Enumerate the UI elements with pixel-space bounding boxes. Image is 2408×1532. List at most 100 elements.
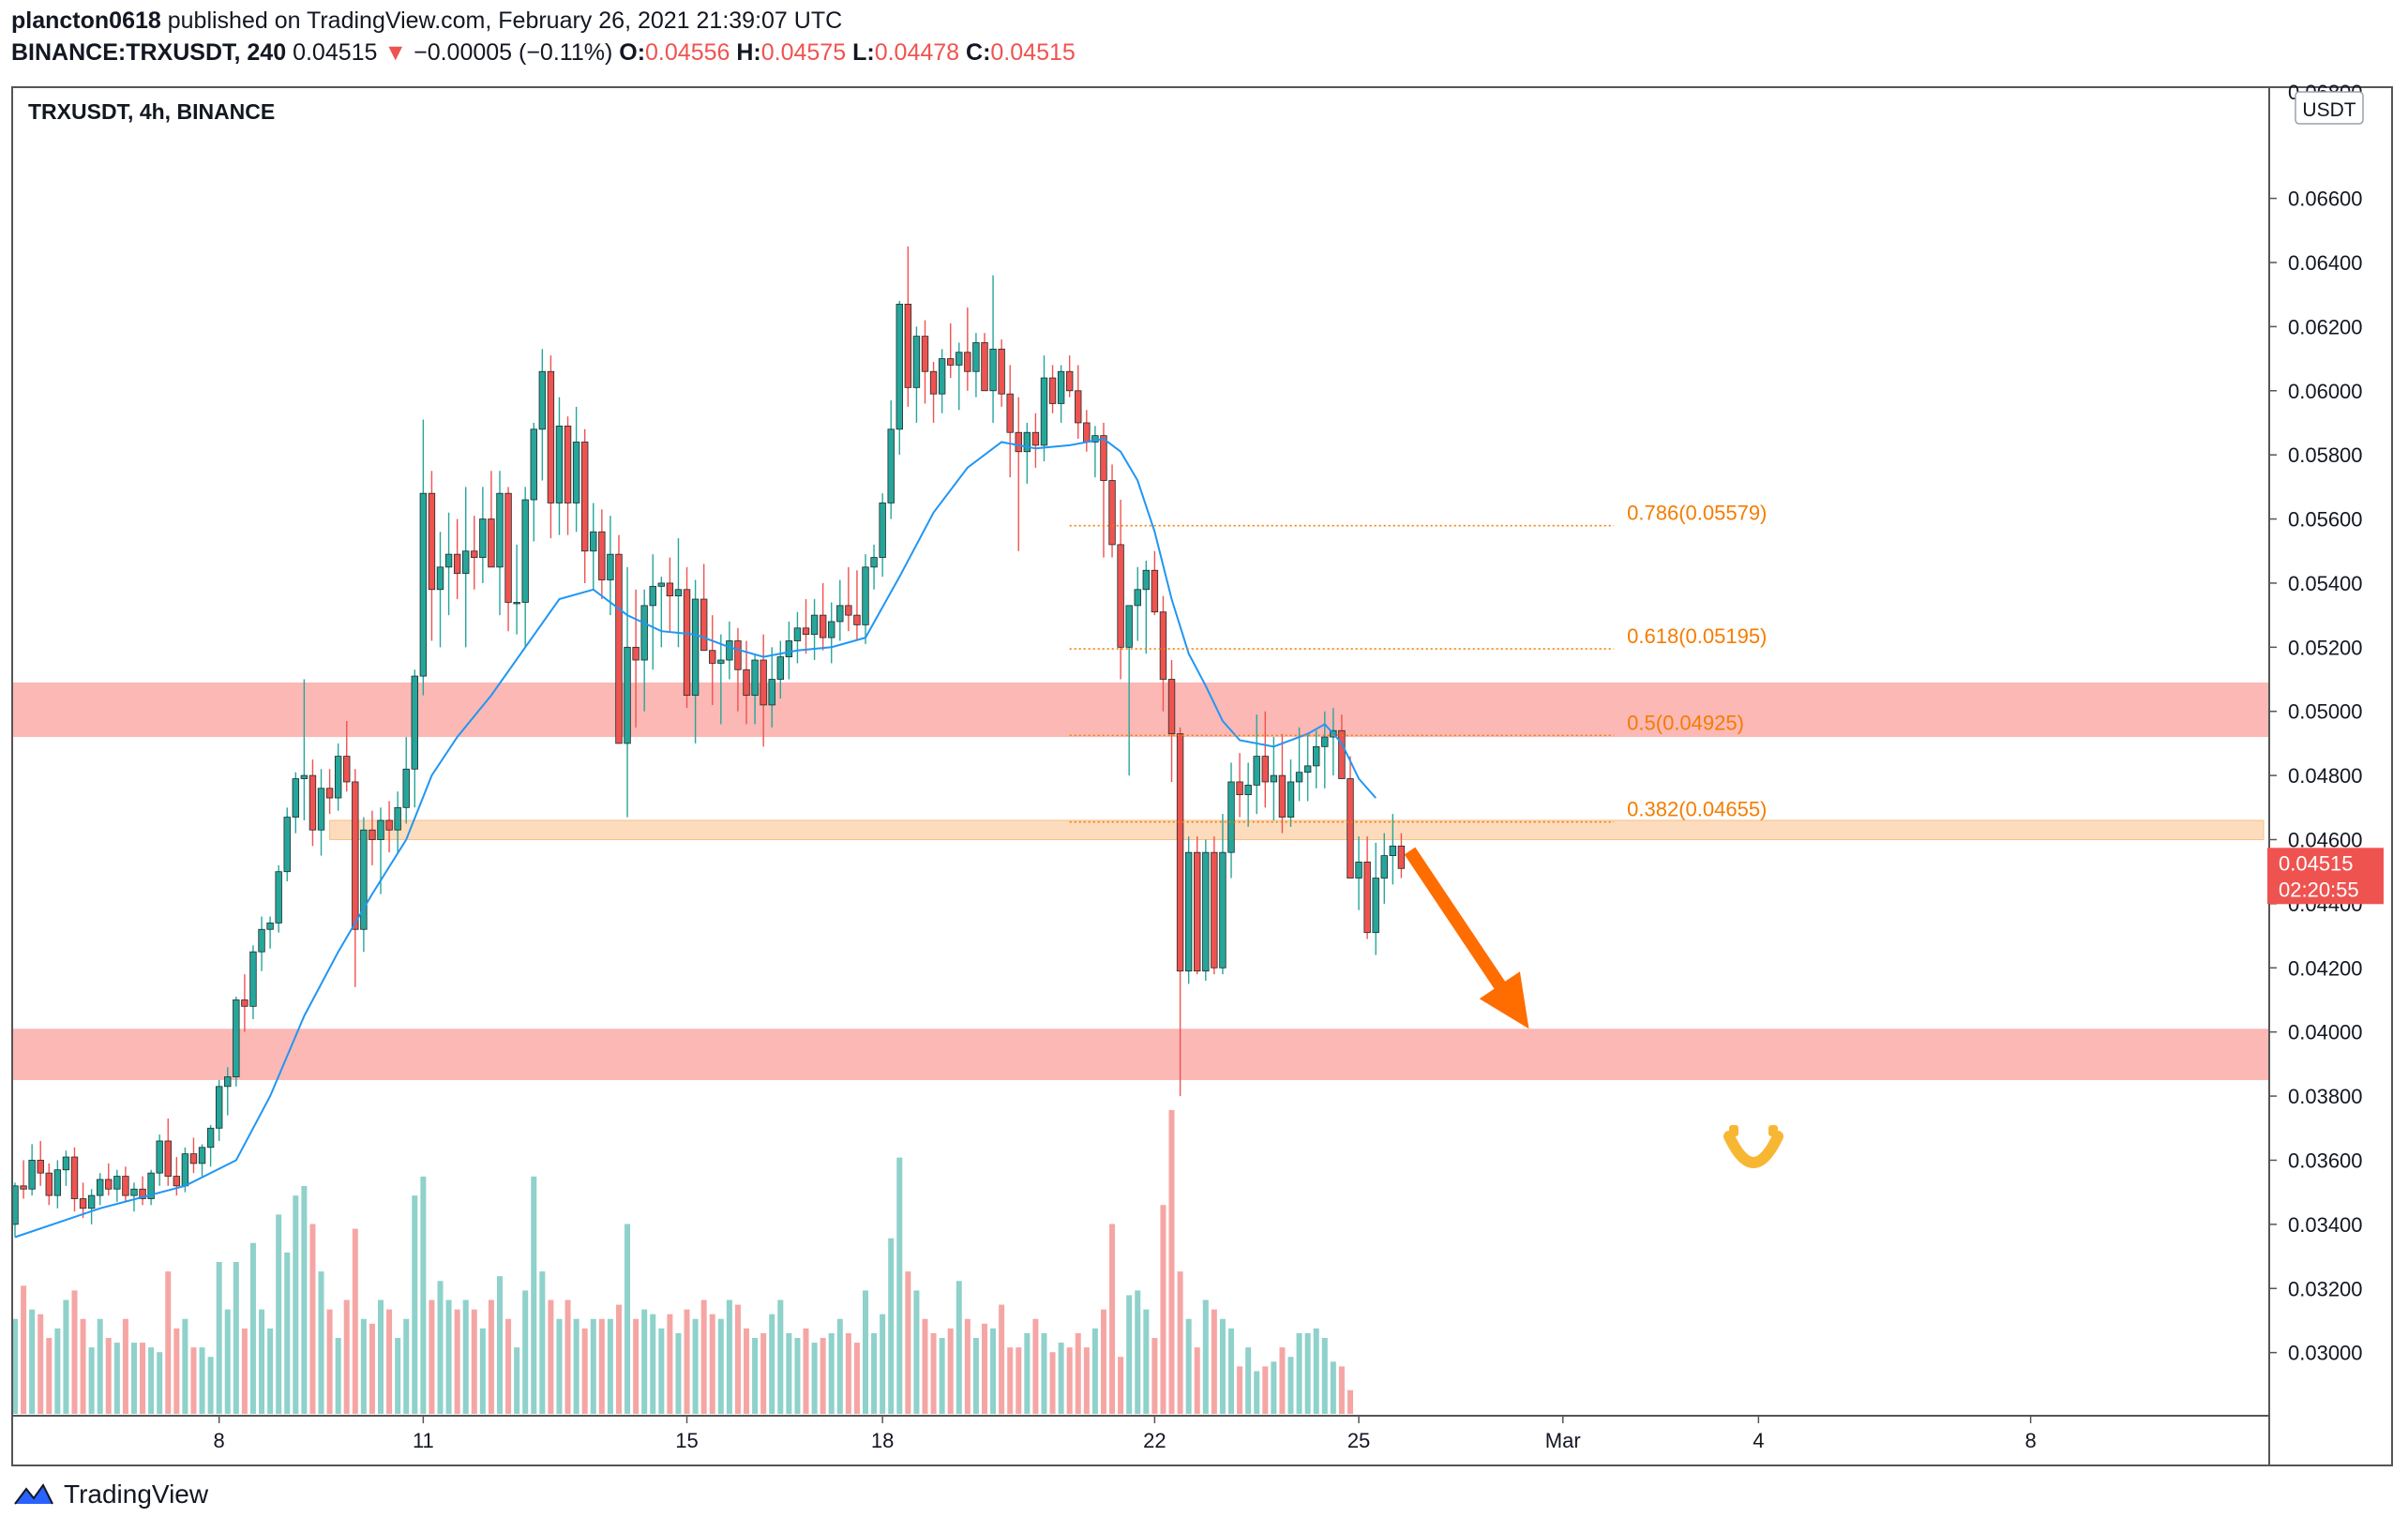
candle[interactable]: [1040, 355, 1048, 461]
candle[interactable]: [394, 791, 401, 853]
candle[interactable]: [1100, 422, 1107, 558]
candle[interactable]: [1184, 836, 1193, 984]
candle[interactable]: [743, 640, 750, 725]
candle[interactable]: [921, 320, 929, 404]
candle[interactable]: [471, 516, 478, 590]
candle[interactable]: [233, 997, 240, 1087]
candle[interactable]: [419, 419, 428, 696]
candle[interactable]: [1108, 464, 1116, 558]
candle[interactable]: [325, 769, 334, 815]
candle[interactable]: [836, 579, 844, 641]
candle[interactable]: [147, 1169, 155, 1206]
candle[interactable]: [411, 669, 418, 808]
candle[interactable]: [28, 1144, 36, 1196]
candle[interactable]: [615, 534, 623, 744]
candle[interactable]: [624, 566, 631, 818]
candle[interactable]: [1159, 595, 1167, 712]
author[interactable]: plancton0618: [11, 8, 161, 34]
candle[interactable]: [402, 737, 410, 824]
candle[interactable]: [981, 333, 988, 392]
candle[interactable]: [760, 634, 767, 747]
candle[interactable]: [666, 557, 674, 632]
candle[interactable]: [726, 621, 733, 680]
candle[interactable]: [828, 602, 835, 664]
candle[interactable]: [1244, 762, 1252, 827]
candle[interactable]: [189, 1137, 198, 1174]
candle[interactable]: [964, 307, 971, 391]
candle[interactable]: [156, 1134, 163, 1186]
candle[interactable]: [266, 916, 274, 949]
candle[interactable]: [428, 471, 436, 641]
candle[interactable]: [12, 1182, 19, 1238]
candle[interactable]: [1075, 365, 1082, 440]
tradingview-brand[interactable]: TradingView: [64, 1479, 209, 1509]
candle[interactable]: [224, 1067, 232, 1116]
candle[interactable]: [1303, 733, 1312, 802]
candle[interactable]: [1219, 814, 1227, 975]
candle[interactable]: [70, 1147, 79, 1212]
candle[interactable]: [334, 743, 342, 811]
candle[interactable]: [1142, 561, 1151, 654]
candle[interactable]: [632, 589, 640, 728]
candle[interactable]: [249, 945, 257, 1020]
candle[interactable]: [751, 653, 759, 725]
candle[interactable]: [1048, 365, 1057, 413]
candle[interactable]: [862, 554, 869, 644]
candle[interactable]: [37, 1140, 44, 1186]
candle[interactable]: [972, 333, 980, 398]
currency-badge[interactable]: USDT: [2295, 91, 2364, 125]
candle[interactable]: [649, 554, 656, 670]
candle[interactable]: [1125, 605, 1133, 776]
candle[interactable]: [607, 516, 614, 616]
candle[interactable]: [317, 769, 325, 856]
candle[interactable]: [198, 1144, 206, 1177]
candle[interactable]: [215, 1079, 223, 1141]
candle[interactable]: [947, 323, 955, 379]
candle[interactable]: [369, 810, 376, 865]
candle[interactable]: [1397, 833, 1406, 879]
candle[interactable]: [1253, 714, 1260, 815]
candle[interactable]: [845, 566, 852, 632]
candle[interactable]: [436, 532, 444, 648]
candle[interactable]: [79, 1182, 87, 1219]
candle[interactable]: [674, 538, 683, 648]
candle[interactable]: [1202, 839, 1210, 981]
candle[interactable]: [488, 471, 495, 568]
candle[interactable]: [1380, 833, 1388, 904]
candle[interactable]: [768, 647, 775, 728]
candle[interactable]: [343, 720, 351, 792]
candle[interactable]: [504, 487, 512, 632]
candle[interactable]: [1006, 365, 1014, 478]
candle[interactable]: [691, 579, 700, 743]
candle[interactable]: [734, 627, 742, 712]
candle[interactable]: [657, 577, 666, 648]
candle[interactable]: [1031, 413, 1040, 468]
candle[interactable]: [709, 615, 716, 705]
candle[interactable]: [241, 974, 248, 1032]
candle[interactable]: [496, 471, 504, 616]
candle[interactable]: [1065, 355, 1074, 398]
candle[interactable]: [929, 361, 938, 423]
candle[interactable]: [598, 509, 606, 600]
candle[interactable]: [292, 772, 300, 834]
candle[interactable]: [444, 512, 453, 616]
candle[interactable]: [275, 864, 282, 933]
candle[interactable]: [1261, 711, 1269, 808]
candle[interactable]: [1057, 365, 1065, 423]
candle[interactable]: [998, 339, 1005, 407]
candle[interactable]: [300, 679, 309, 820]
candle[interactable]: [776, 640, 784, 699]
candle[interactable]: [555, 397, 564, 535]
candle[interactable]: [819, 582, 827, 651]
candle[interactable]: [97, 1173, 104, 1206]
candle[interactable]: [113, 1169, 121, 1202]
candle[interactable]: [360, 817, 368, 953]
candle[interactable]: [1151, 550, 1159, 616]
candle[interactable]: [521, 487, 529, 648]
candle[interactable]: [164, 1119, 172, 1186]
candle[interactable]: [1023, 422, 1031, 484]
candle[interactable]: [1117, 500, 1124, 680]
candle[interactable]: [938, 349, 946, 413]
candle[interactable]: [853, 570, 861, 641]
